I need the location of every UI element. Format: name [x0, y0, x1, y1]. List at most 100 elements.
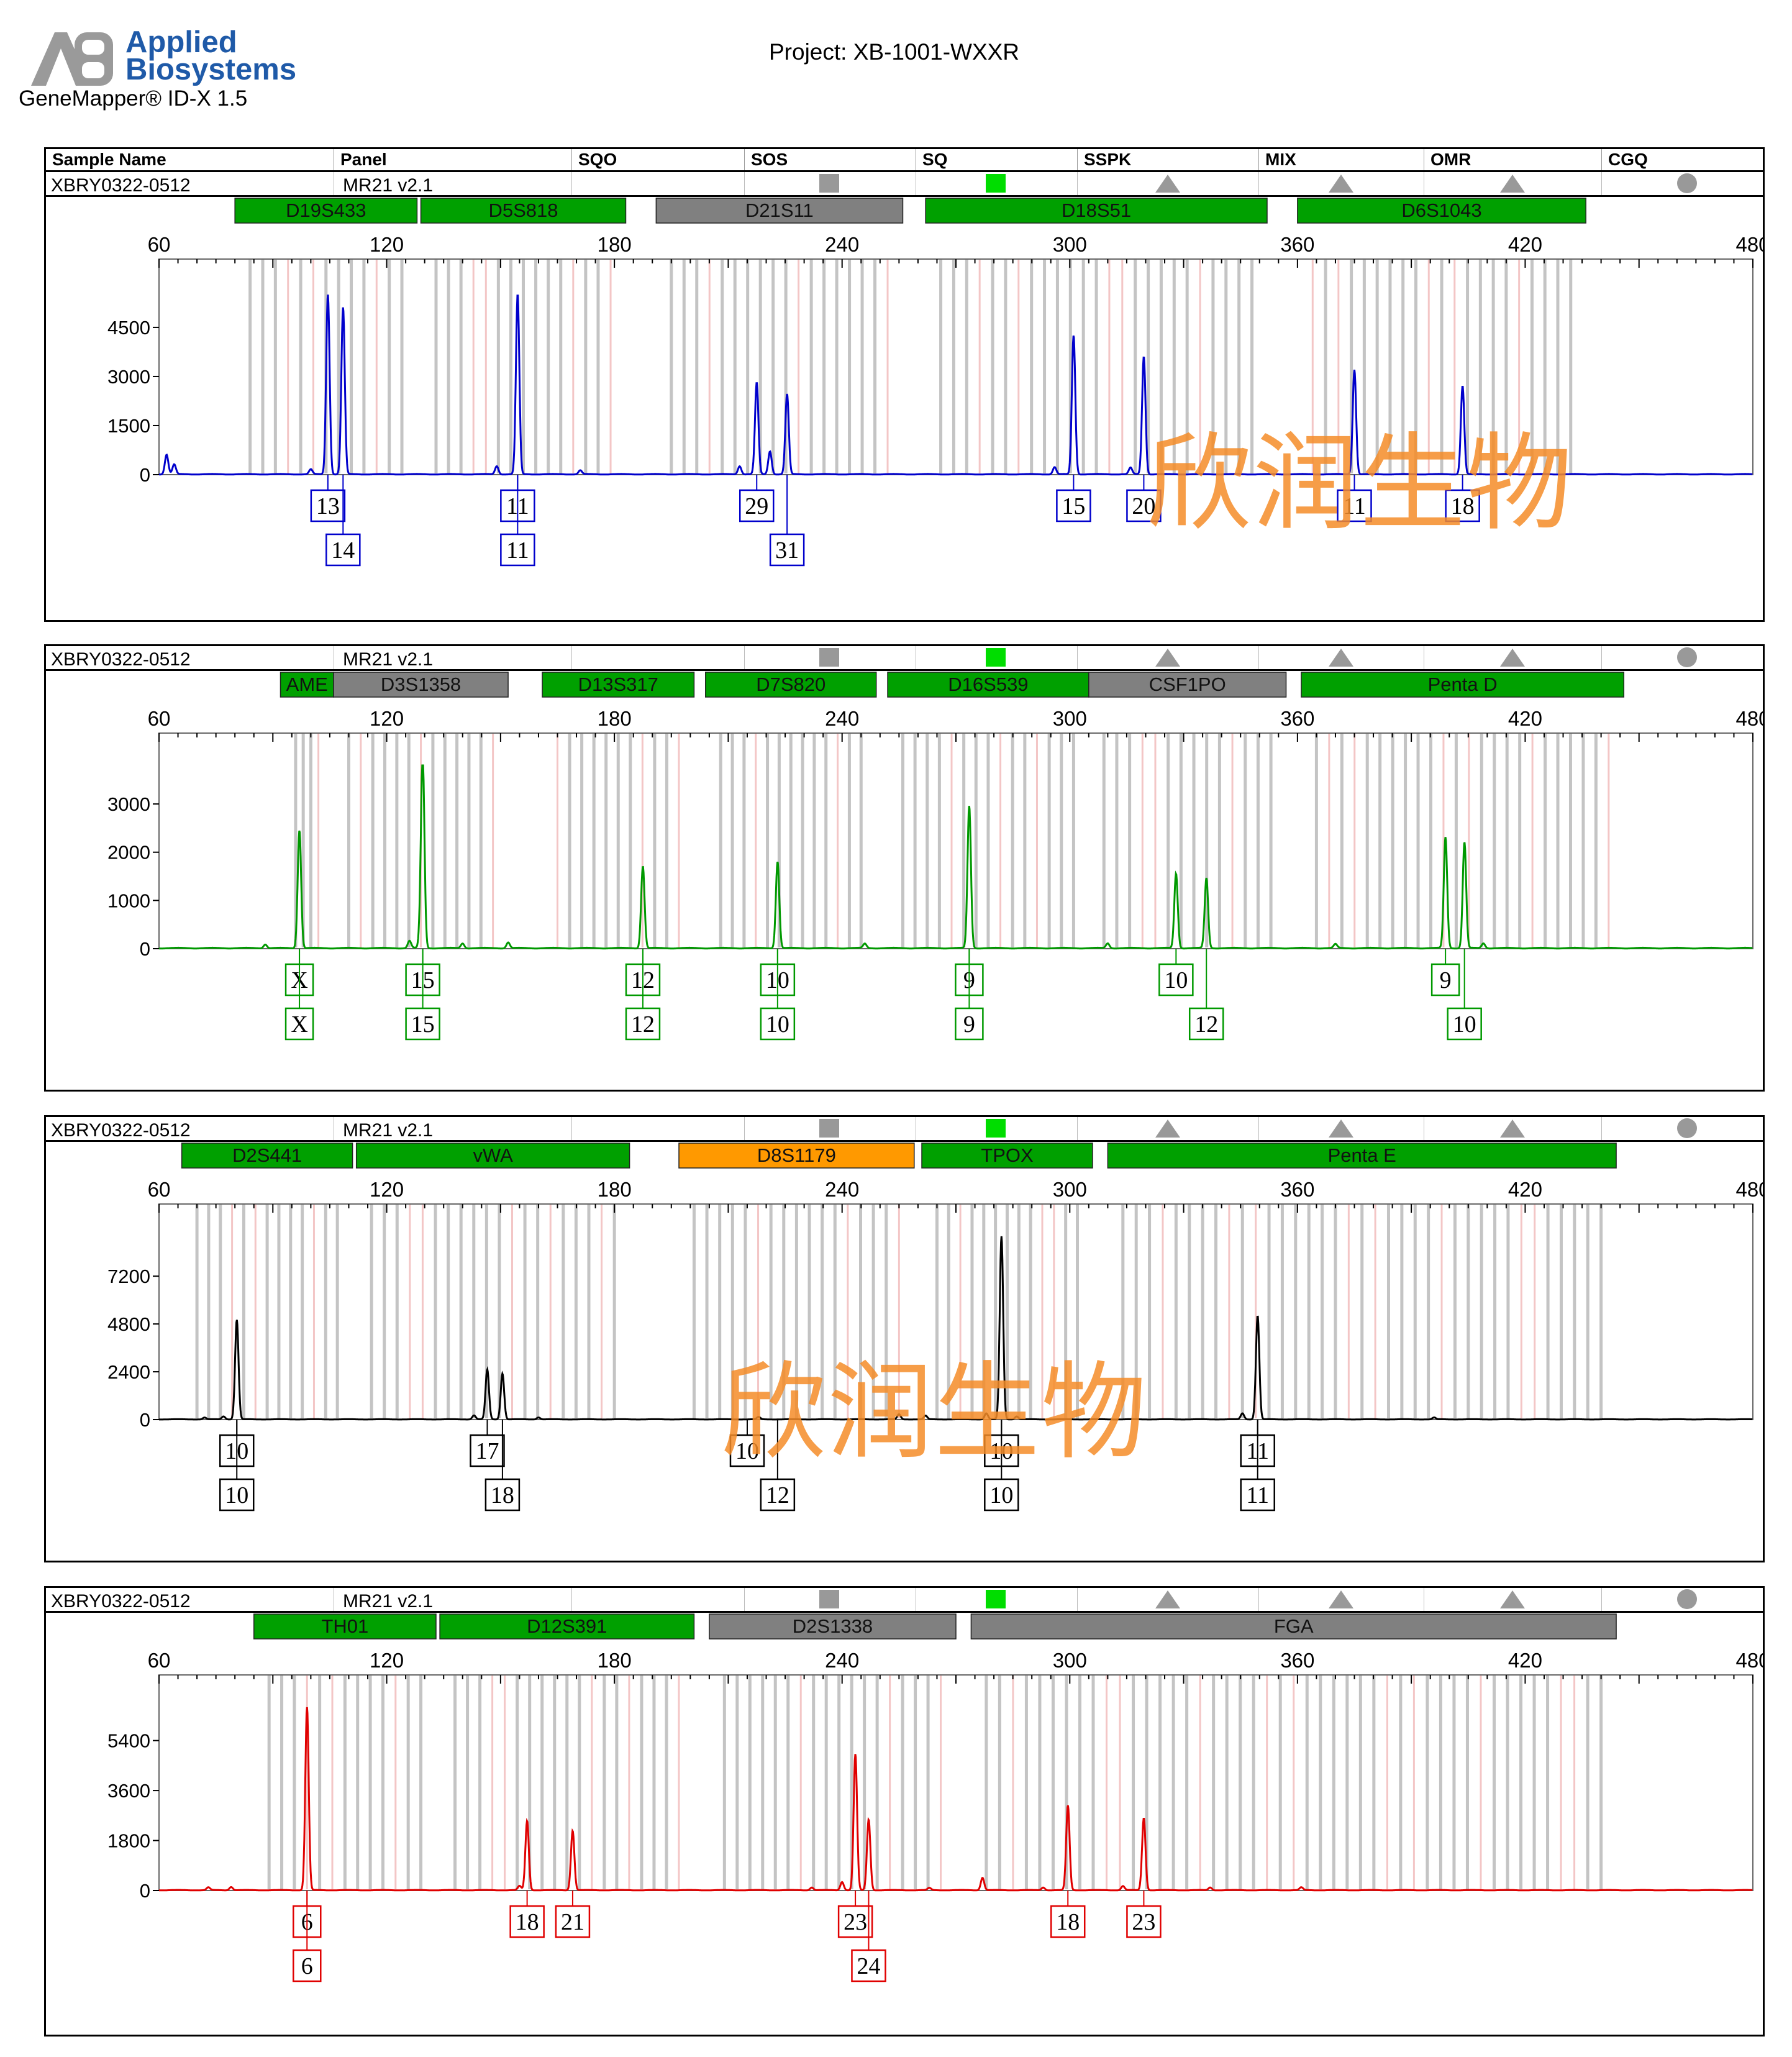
- sspk-triangle-icon[interactable]: [1155, 1590, 1180, 1608]
- col-sos[interactable]: SOS: [751, 150, 788, 169]
- allele-call-box[interactable]: [729, 1434, 765, 1467]
- allele-call-box[interactable]: [955, 1007, 984, 1041]
- sspk-triangle-icon[interactable]: [1155, 175, 1180, 193]
- sos-square-icon[interactable]: [819, 1590, 839, 1608]
- allele-call-label: X: [291, 1011, 307, 1038]
- sample-row[interactable]: XBRY0322-0512 MR21 v2.1: [46, 172, 1763, 197]
- sspk-triangle-icon[interactable]: [1155, 1120, 1180, 1138]
- allele-call-box[interactable]: [769, 533, 805, 567]
- sq-square-icon[interactable]: [986, 648, 1006, 667]
- allele-call-box[interactable]: [1430, 963, 1460, 997]
- allele-call-box[interactable]: [470, 1434, 505, 1467]
- marker-bar[interactable]: [709, 1613, 957, 1640]
- marker-bar[interactable]: [970, 1613, 1617, 1640]
- cgq-circle-icon[interactable]: [1677, 1118, 1697, 1138]
- marker-label: D6S1043: [1401, 199, 1481, 221]
- allele-call-box[interactable]: [1447, 1007, 1482, 1041]
- allele-call-box[interactable]: [1240, 1478, 1275, 1512]
- sspk-triangle-icon[interactable]: [1155, 649, 1180, 667]
- marker-bar[interactable]: [1107, 1143, 1617, 1169]
- allele-call-box[interactable]: [739, 489, 775, 522]
- allele-call-box[interactable]: [1445, 489, 1480, 522]
- allele-call-box[interactable]: [555, 1905, 591, 1938]
- col-panel[interactable]: Panel: [340, 150, 387, 169]
- marker-bar[interactable]: [181, 1143, 353, 1169]
- marker-bar[interactable]: [1088, 672, 1287, 698]
- marker-bar[interactable]: [333, 672, 509, 698]
- allele-call-box[interactable]: [310, 489, 346, 522]
- marker-bar[interactable]: [1301, 672, 1625, 698]
- marker-bar[interactable]: [439, 1613, 695, 1640]
- qc-icons: [819, 173, 1697, 193]
- allele-call-box[interactable]: [837, 1905, 873, 1938]
- omr-triangle-icon[interactable]: [1500, 1120, 1525, 1138]
- marker-bar[interactable]: [921, 1143, 1093, 1169]
- allele-call-box[interactable]: [293, 1949, 322, 1982]
- omr-triangle-icon[interactable]: [1500, 175, 1525, 193]
- marker-bar[interactable]: [420, 198, 627, 224]
- allele-call-box[interactable]: [325, 533, 361, 567]
- allele-call-label: 24: [857, 1953, 880, 1979]
- marker-bar[interactable]: [355, 1143, 630, 1169]
- marker-label: D18S51: [1062, 199, 1131, 221]
- marker-bar[interactable]: [253, 1613, 437, 1640]
- allele-call-box[interactable]: [1126, 489, 1162, 522]
- marker-bar[interactable]: [705, 672, 877, 698]
- mix-triangle-icon[interactable]: [1329, 649, 1353, 667]
- marker-bar[interactable]: [655, 198, 904, 224]
- allele-call-box[interactable]: [1158, 963, 1194, 997]
- sos-square-icon[interactable]: [819, 648, 839, 667]
- marker-bar[interactable]: [1297, 198, 1586, 224]
- sample-row[interactable]: XBRY0322-0512 MR21 v2.1: [46, 1588, 1763, 1613]
- allele-call-box[interactable]: [219, 1478, 255, 1512]
- marker-bar[interactable]: [542, 672, 695, 698]
- plot-area: [158, 1203, 1753, 1420]
- allele-call-box[interactable]: [405, 1007, 440, 1041]
- cgq-circle-icon[interactable]: [1677, 173, 1697, 193]
- mix-triangle-icon[interactable]: [1329, 1590, 1353, 1608]
- cgq-circle-icon[interactable]: [1677, 647, 1697, 667]
- panel-name-cell: MR21 v2.1: [343, 1120, 434, 1141]
- allele-call-box[interactable]: [760, 1007, 796, 1041]
- allele-call-box[interactable]: [1126, 1905, 1162, 1938]
- allele-call-box[interactable]: [284, 1007, 314, 1041]
- allele-call-box[interactable]: [760, 1478, 796, 1512]
- column-header-row: Sample Name Panel SQO SOS SQ SSPK MIX OM…: [44, 147, 1765, 172]
- sample-row[interactable]: XBRY0322-0512 MR21 v2.1: [46, 646, 1763, 671]
- allele-call-box[interactable]: [500, 533, 535, 567]
- allele-call-box[interactable]: [851, 1949, 886, 1982]
- omr-triangle-icon[interactable]: [1500, 649, 1525, 667]
- allele-call-box[interactable]: [509, 1905, 545, 1938]
- col-sample-name[interactable]: Sample Name: [52, 150, 166, 169]
- marker-bar[interactable]: [925, 198, 1268, 224]
- marker-bar[interactable]: [887, 672, 1089, 698]
- col-sspk[interactable]: SSPK: [1084, 150, 1132, 169]
- col-sqo[interactable]: SQO: [578, 150, 617, 169]
- allele-call-box[interactable]: [1188, 1007, 1224, 1041]
- allele-call-box[interactable]: [1050, 1905, 1086, 1938]
- col-omr[interactable]: OMR: [1430, 150, 1471, 169]
- allele-call-box[interactable]: [1337, 489, 1372, 522]
- allele-call-box[interactable]: [625, 1007, 661, 1041]
- sos-square-icon[interactable]: [819, 1119, 839, 1138]
- sos-square-icon[interactable]: [819, 174, 839, 193]
- x-tick-label: 420: [1508, 707, 1542, 730]
- marker-bar[interactable]: [234, 198, 418, 224]
- cgq-circle-icon[interactable]: [1677, 1589, 1697, 1609]
- allele-call-box[interactable]: [1056, 489, 1091, 522]
- mix-triangle-icon[interactable]: [1329, 1120, 1353, 1138]
- mix-triangle-icon[interactable]: [1329, 175, 1353, 193]
- sq-square-icon[interactable]: [986, 1119, 1006, 1138]
- allele-call-box[interactable]: [984, 1478, 1019, 1512]
- col-sq[interactable]: SQ: [922, 150, 948, 169]
- sample-row[interactable]: XBRY0322-0512 MR21 v2.1: [46, 1117, 1763, 1142]
- sq-square-icon[interactable]: [986, 174, 1006, 193]
- sq-square-icon[interactable]: [986, 1590, 1006, 1608]
- ab-logo-icon: [31, 32, 113, 86]
- marker-bar[interactable]: [678, 1143, 915, 1169]
- col-mix[interactable]: MIX: [1265, 150, 1296, 169]
- x-tick-label: 60: [148, 1178, 171, 1201]
- allele-call-box[interactable]: [484, 1478, 521, 1512]
- omr-triangle-icon[interactable]: [1500, 1590, 1525, 1608]
- col-cgq[interactable]: CGQ: [1608, 150, 1648, 169]
